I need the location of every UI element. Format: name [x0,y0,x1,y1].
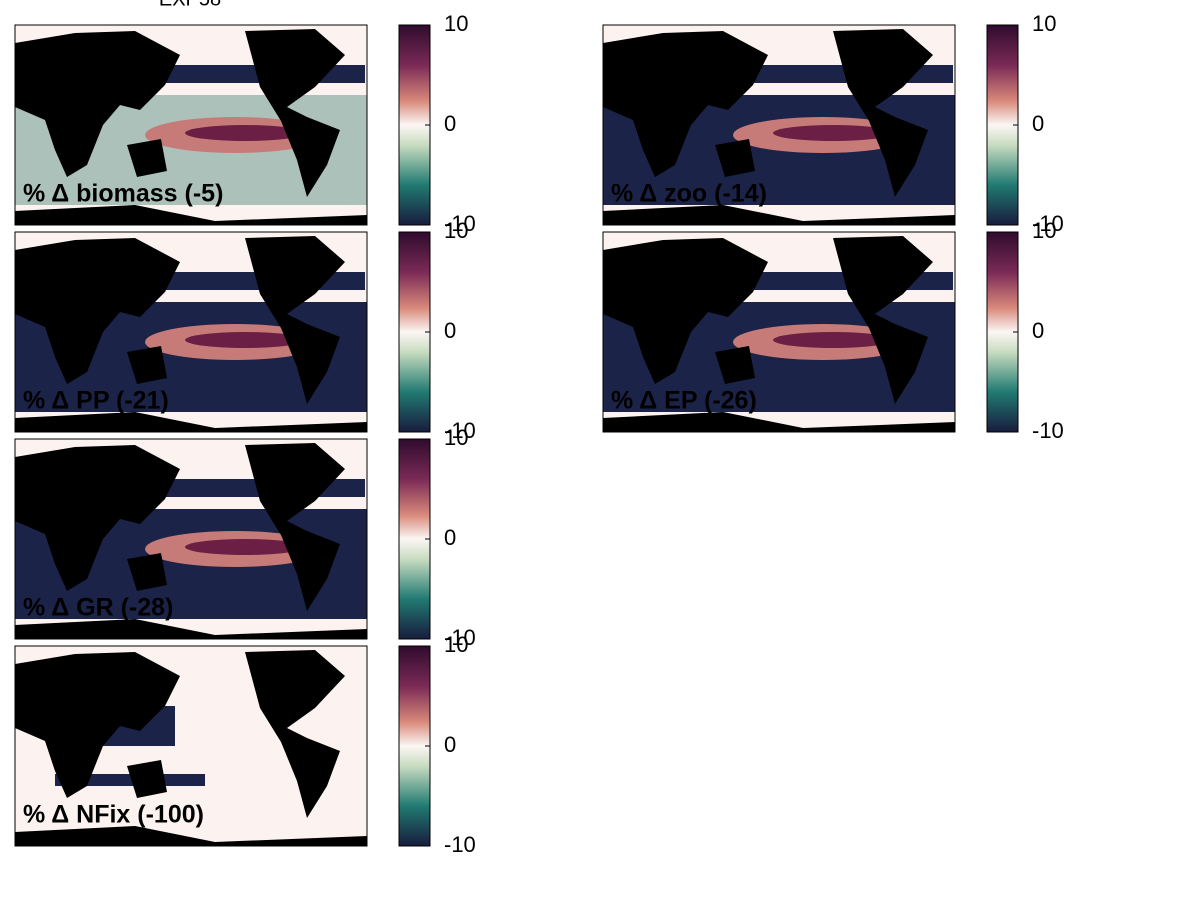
colorbar-tick-label: 0 [1032,318,1044,343]
map [603,25,955,225]
colorbar-tick-label: -10 [1032,211,1064,236]
colorbar-tick-label: 10 [444,425,468,450]
colorbar-tick-label: 0 [444,111,456,136]
map-frame [14,24,368,226]
colorbar-tick-label: -10 [444,211,476,236]
panel-label: % Δ PP (-21) [23,387,169,415]
colorbar-tick-label: 10 [1032,218,1056,243]
map-frame [14,645,368,847]
colorbar-tick-label: 10 [444,11,468,36]
colorbar-tick-label: 10 [444,218,468,243]
panel-label: % Δ EP (-26) [611,387,757,415]
colorbar-tick-label: 0 [1032,111,1044,136]
panel-label: % Δ zoo (-14) [611,180,767,208]
colorbar-tick-label: -10 [444,832,476,857]
panel-label: % Δ GR (-28) [23,594,173,622]
colorbar-tick-label: 0 [444,732,456,757]
colorbar [398,24,431,226]
map-frame [602,24,956,226]
map [15,439,367,639]
colorbar-tick-label: -10 [444,625,476,650]
map-frame [602,231,956,433]
colorbar-tick-label: 0 [444,525,456,550]
map [603,232,955,432]
figure-title: EXP58 [159,0,221,10]
panel-label: % Δ biomass (-5) [23,180,223,208]
colorbar [398,438,431,640]
colorbar-tick-label: -10 [1032,418,1064,443]
map-frame [14,438,368,640]
map-frame [14,231,368,433]
colorbar [398,645,431,847]
map [15,232,367,432]
colorbar [986,24,1019,226]
colorbar-tick-label: -10 [444,418,476,443]
colorbar-tick-label: 0 [444,318,456,343]
map [15,25,367,225]
panel-label: % Δ NFix (-100) [23,801,204,829]
map [15,646,367,846]
colorbar-tick-label: 10 [1032,11,1056,36]
colorbar [986,231,1019,433]
colorbar [398,231,431,433]
colorbar-tick-label: 10 [444,632,468,657]
